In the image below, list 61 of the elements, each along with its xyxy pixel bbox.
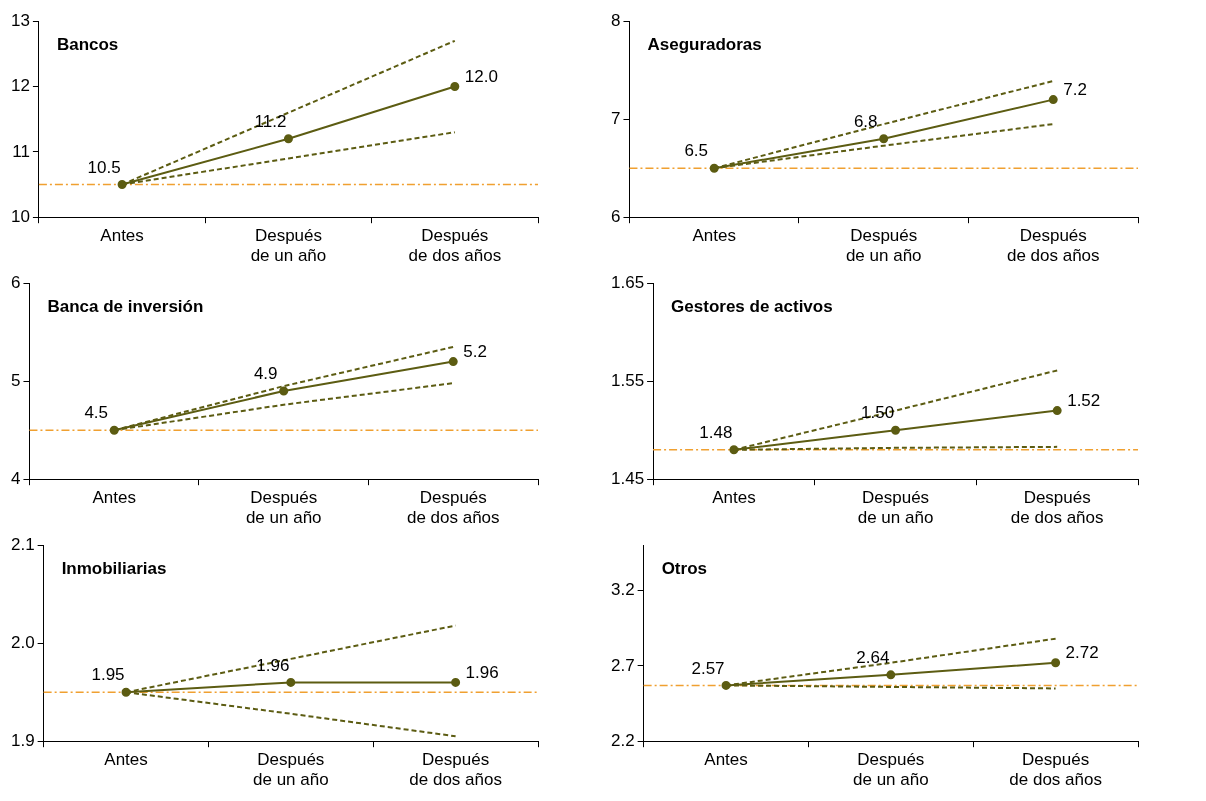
text: Banca de inversión bbox=[47, 296, 204, 316]
data-label: 2.57 bbox=[691, 658, 725, 678]
x-tick-label: Después de dos años bbox=[408, 226, 502, 266]
x-tick-label: Después de dos años bbox=[409, 750, 502, 790]
data-label: 2.64 bbox=[856, 648, 890, 668]
y-tick-label: 11 bbox=[12, 141, 30, 161]
data-label: 1.96 bbox=[465, 662, 499, 682]
text: Bancos bbox=[56, 34, 119, 54]
text: Aseguradoras bbox=[647, 34, 762, 54]
x-tick-label: Después de dos años bbox=[1010, 488, 1104, 528]
x-tick-label: Antes bbox=[712, 488, 756, 508]
text: Otros bbox=[661, 558, 707, 578]
x-tick-label: Después de dos años bbox=[406, 488, 500, 528]
x-tick-label: Después de un año bbox=[253, 750, 329, 790]
y-tick-label: 1.65 bbox=[610, 272, 645, 292]
x-tick-label: Después de un año bbox=[245, 488, 322, 528]
x-tick-label: Después de dos años bbox=[1009, 750, 1102, 790]
y-tick-label: 5 bbox=[10, 370, 21, 390]
data-label: 5.2 bbox=[463, 341, 487, 361]
y-tick-label: 3.2 bbox=[610, 580, 635, 600]
y-tick-label: 7 bbox=[610, 108, 621, 128]
x-tick-label: Después de un año bbox=[857, 488, 934, 528]
x-tick-label: Después de un año bbox=[853, 750, 929, 790]
data-label: 12.0 bbox=[464, 66, 498, 86]
text: Inmobiliarias bbox=[61, 558, 167, 578]
y-tick-label: 1.45 bbox=[610, 468, 645, 488]
x-tick-label: Después de un año bbox=[250, 226, 327, 266]
y-tick-label: 2.7 bbox=[610, 655, 635, 675]
data-label: 1.96 bbox=[256, 655, 290, 675]
y-tick-label: 2.2 bbox=[610, 730, 635, 750]
x-tick-label: Antes bbox=[692, 226, 736, 246]
y-tick-label: 10 bbox=[10, 206, 30, 226]
x-tick-label: Antes bbox=[104, 750, 148, 770]
data-label: 4.5 bbox=[84, 403, 109, 423]
data-label: 7.2 bbox=[1063, 79, 1087, 99]
y-tick-label: 4 bbox=[10, 468, 21, 488]
y-tick-label: 8 bbox=[610, 10, 621, 30]
data-label: 6.8 bbox=[853, 111, 878, 131]
data-label: 2.72 bbox=[1065, 642, 1099, 662]
data-label: 1.52 bbox=[1067, 390, 1101, 410]
y-tick-label: 2.0 bbox=[10, 632, 35, 652]
data-label: 1.95 bbox=[91, 665, 125, 685]
y-tick-label: 13 bbox=[10, 10, 30, 30]
data-label: 1.48 bbox=[699, 422, 733, 442]
y-tick-label: 2.1 bbox=[10, 534, 35, 554]
x-tick-label: Después de un año bbox=[845, 226, 922, 266]
x-tick-label: Antes bbox=[92, 488, 136, 508]
x-tick-label: Antes bbox=[704, 750, 748, 770]
data-label: 11.2 bbox=[254, 111, 287, 131]
data-label: 10.5 bbox=[87, 157, 121, 177]
y-tick-label: 12 bbox=[10, 76, 30, 96]
data-label: 1.50 bbox=[861, 403, 895, 423]
data-label: 4.9 bbox=[253, 364, 278, 384]
y-tick-label: 1.55 bbox=[610, 370, 645, 390]
text: Gestores de activos bbox=[671, 296, 833, 316]
x-tick-label: Después de dos años bbox=[1006, 226, 1100, 266]
y-tick-label: 6 bbox=[610, 206, 621, 226]
y-tick-label: 6 bbox=[10, 272, 21, 292]
x-tick-label: Antes bbox=[100, 226, 144, 246]
data-label: 6.5 bbox=[684, 141, 709, 161]
y-tick-label: 1.9 bbox=[10, 730, 35, 750]
